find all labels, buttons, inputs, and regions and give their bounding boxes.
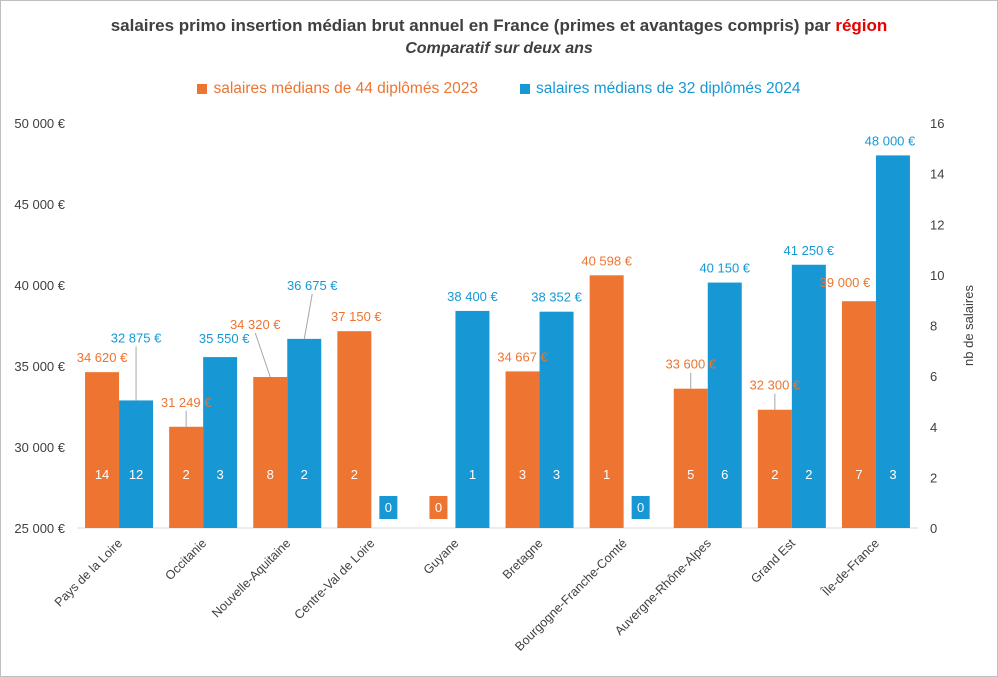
x-tick-label: Auvergne-Rhône-Alpes	[612, 536, 714, 638]
value-label-2024: 41 250 €	[784, 243, 835, 258]
bar-2024	[287, 338, 322, 528]
value-label-2023: 32 300 €	[750, 378, 801, 393]
value-label-2024: 32 875 €	[111, 330, 162, 345]
bar-2023	[589, 275, 624, 528]
y2-tick-label: 10	[930, 268, 944, 283]
count-label-2023: 8	[267, 467, 274, 482]
bar-2024	[539, 311, 574, 528]
count-label-2024: 3	[553, 467, 560, 482]
value-label-leader	[303, 293, 313, 339]
bar-2024	[791, 264, 826, 528]
y-tick-label: 45 000 €	[14, 197, 65, 212]
y-tick-label: 30 000 €	[14, 440, 65, 455]
bar-2023	[757, 409, 792, 528]
count-label-2024: 3	[217, 467, 224, 482]
y2-tick-label: 6	[930, 369, 937, 384]
count-label-2023: 1	[603, 467, 610, 482]
count-label-2023: 5	[687, 467, 694, 482]
value-label-2023: 34 667 €	[497, 349, 548, 364]
value-label-2023: 34 620 €	[77, 350, 128, 365]
y-tick-label: 25 000 €	[14, 521, 65, 536]
count-label-2023: 0	[435, 500, 442, 515]
y2-axis-label: nb de salaires	[961, 285, 976, 366]
count-label-2023: 3	[519, 467, 526, 482]
legend-item-2023: salaires médians de 44 diplômés 2023	[197, 80, 478, 98]
y-tick-label: 35 000 €	[14, 359, 65, 374]
bar-2023	[505, 371, 540, 528]
y2-tick-label: 12	[930, 217, 944, 232]
y2-tick-label: 16	[930, 116, 944, 131]
bar-2024	[203, 357, 238, 528]
legend-item-2024: salaires médians de 32 diplômés 2024	[520, 80, 801, 98]
count-box-2024	[631, 496, 650, 519]
legend-swatch-2023	[197, 84, 208, 94]
x-tick-label: Grand Est	[748, 536, 798, 586]
y2-tick-label: 2	[930, 470, 937, 485]
value-label-2023: 40 598 €	[581, 253, 632, 268]
chart-subtitle: Comparatif sur deux ans	[405, 40, 593, 57]
count-label-2023: 2	[183, 467, 190, 482]
count-label-2024: 0	[637, 500, 644, 515]
count-label-2024: 6	[721, 467, 728, 482]
count-label-2024: 2	[301, 467, 308, 482]
count-box-2023	[429, 496, 448, 519]
x-tick-label: Île-de-France	[818, 535, 882, 599]
value-label-2024: 35 550 €	[199, 331, 250, 346]
bar-2023	[841, 301, 876, 528]
chart-legend: salaires médians de 44 diplômés 2023 sal…	[0, 80, 998, 98]
y2-tick-label: 4	[930, 420, 937, 435]
y2-tick-label: 8	[930, 319, 937, 334]
bar-2024	[119, 400, 154, 528]
y-tick-label: 50 000 €	[14, 116, 65, 131]
value-label-2024: 48 000 €	[865, 133, 916, 148]
count-label-2023: 14	[95, 467, 109, 482]
x-tick-label: Pays de la Loire	[52, 536, 125, 609]
bar-2024	[455, 310, 490, 528]
bar-2023	[253, 377, 288, 528]
count-label-2024: 2	[805, 467, 812, 482]
bar-2023	[85, 372, 120, 528]
value-label-2024: 38 352 €	[531, 290, 582, 305]
value-label-2023: 39 000 €	[820, 275, 871, 290]
bar-2023	[337, 331, 372, 528]
count-label-2023: 2	[771, 467, 778, 482]
value-label-2024: 36 675 €	[287, 278, 338, 293]
count-label-2023: 2	[351, 467, 358, 482]
x-tick-label: Occitanie	[163, 536, 210, 583]
bar-2024	[707, 282, 742, 528]
bar-2024	[875, 155, 910, 528]
x-tick-label: Bretagne	[500, 536, 546, 582]
value-label-2023: 34 320 €	[230, 317, 281, 332]
value-label-2023: 37 150 €	[331, 309, 382, 324]
value-label-2024: 40 150 €	[699, 261, 750, 276]
value-label-leader	[254, 332, 271, 378]
bar-2023	[673, 388, 708, 528]
x-tick-label: Guyane	[421, 536, 462, 577]
count-label-2024: 0	[385, 500, 392, 515]
bar-2023	[169, 426, 204, 528]
y-tick-label: 40 000 €	[14, 278, 65, 293]
count-box-2024	[379, 496, 398, 519]
count-label-2024: 1	[469, 467, 476, 482]
count-label-2024: 3	[889, 467, 896, 482]
legend-swatch-2024	[520, 84, 530, 94]
value-label-2023: 33 600 €	[665, 357, 716, 372]
y2-tick-label: 0	[930, 521, 937, 536]
legend-label-2024: salaires médians de 32 diplômés 2024	[536, 80, 801, 97]
legend-label-2023: salaires médians de 44 diplômés 2023	[213, 80, 478, 97]
chart-title-highlight: région	[835, 16, 888, 35]
value-label-2023: 31 249 €	[161, 395, 212, 410]
chart-title: salaires primo insertion médian brut ann…	[0, 16, 998, 36]
y2-tick-label: 14	[930, 167, 944, 182]
count-label-2023: 7	[855, 467, 862, 482]
chart-title-text: salaires primo insertion médian brut ann…	[110, 16, 836, 35]
x-tick-label: Centre-Val de Loire	[292, 536, 378, 622]
value-label-2024: 38 400 €	[447, 289, 498, 304]
count-label-2024: 12	[129, 467, 143, 482]
x-tick-label: Nouvelle-Aquitaine	[209, 536, 293, 620]
